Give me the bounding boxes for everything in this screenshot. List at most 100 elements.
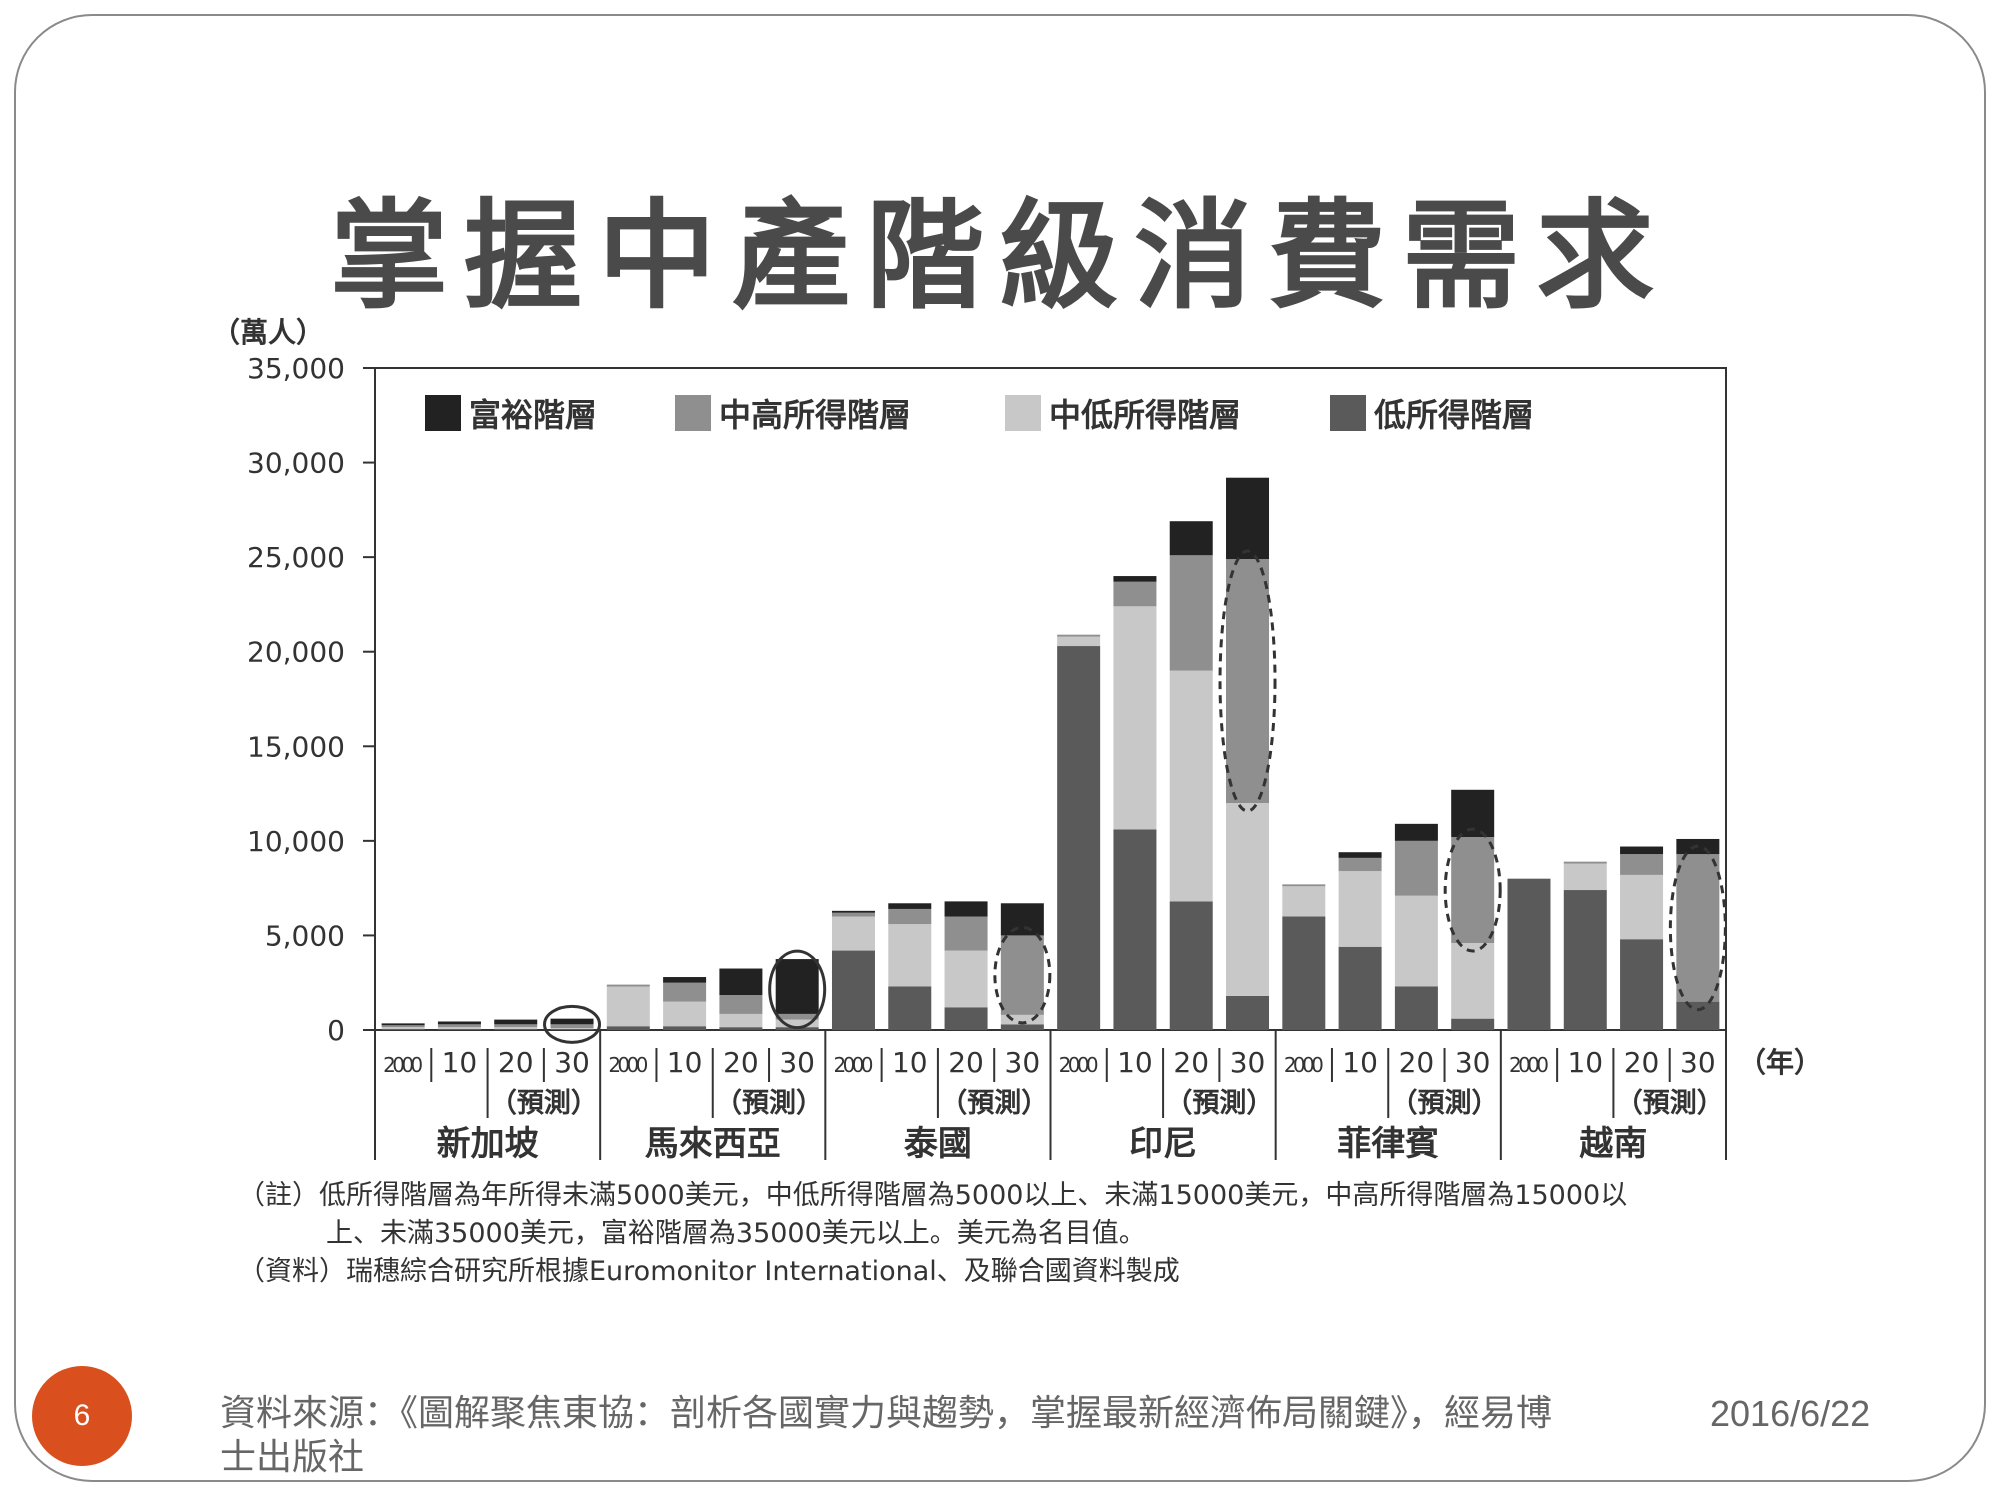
x-tick-label: 2000 — [1284, 1053, 1324, 1077]
country-label: 印尼 — [1129, 1124, 1197, 1164]
y-tick-label: 25,000 — [247, 541, 345, 574]
y-tick-label: 10,000 — [247, 825, 345, 858]
bar-segment — [719, 995, 763, 1014]
bar-segment — [888, 908, 932, 925]
bar-segment — [1169, 901, 1213, 1030]
country-label: 馬來西亞 — [645, 1124, 781, 1164]
bar-segment — [1451, 942, 1495, 1019]
legend-swatch — [1005, 395, 1041, 431]
country-label: 泰國 — [904, 1124, 972, 1164]
bar-segment — [550, 1024, 594, 1029]
country-label: 越南 — [1579, 1124, 1647, 1164]
bar-segment — [1451, 837, 1495, 943]
bar-segment — [1226, 803, 1270, 996]
x-tick-label: 20 — [1399, 1046, 1435, 1079]
bar-segment — [1226, 995, 1270, 1030]
source-line-1: 資料來源：《圖解聚焦東協：剖析各國實力與趨勢，掌握最新經濟佈局關鍵》，經易博 — [220, 1393, 1553, 1434]
x-tick-label: 2000 — [608, 1053, 648, 1077]
bar-segment — [888, 986, 932, 1030]
bar-segment — [1169, 521, 1213, 556]
bar-segment — [1451, 1018, 1495, 1030]
bar-segment — [775, 1019, 819, 1028]
note-line-2: 上、未滿35000美元，富裕階層為35000美元以上。美元為名目值。 — [326, 1218, 1146, 1249]
bar-segment — [1169, 670, 1213, 902]
bar-segment — [663, 1001, 707, 1027]
bar-segment — [1338, 871, 1382, 947]
legend-label: 低所得階層 — [1374, 396, 1534, 434]
forecast-label: （預測） — [490, 1088, 598, 1119]
legend-label: 中低所得階層 — [1049, 396, 1241, 434]
x-tick-label: 20 — [1173, 1046, 1209, 1079]
bar-segment — [831, 912, 875, 917]
bar-segment — [1113, 576, 1157, 582]
x-tick-label: 2000 — [383, 1053, 423, 1077]
slide-title: 掌握中產階級消費需求 — [329, 186, 1670, 325]
bar-segment — [775, 1013, 819, 1020]
note-line-1: （註）低所得階層為年所得未滿5000美元，中低所得階層為5000以上、未滿150… — [238, 1180, 1628, 1211]
legend-swatch — [425, 395, 461, 431]
bar-segment — [1338, 857, 1382, 872]
bar-segment — [1000, 1014, 1044, 1025]
bar-segment — [437, 1021, 481, 1025]
source-citation: 資料來源：《圖解聚焦東協：剖析各國實力與趨勢，掌握最新經濟佈局關鍵》，經易博 士… — [220, 1392, 1920, 1480]
bar-segment — [1057, 646, 1101, 1030]
page-number: 6 — [73, 1399, 91, 1432]
bar-segment — [831, 916, 875, 951]
bar-segment — [1620, 854, 1664, 875]
bar-segment — [944, 916, 988, 951]
forecast-label: （預測） — [1165, 1088, 1273, 1119]
bar-segment — [944, 1007, 988, 1030]
bar-segment — [1563, 861, 1607, 864]
bar-segment — [1620, 846, 1664, 855]
bar-segment — [381, 1029, 425, 1030]
bar-segment — [944, 950, 988, 1008]
bar-segment — [775, 959, 819, 1014]
highlight-ellipse — [1668, 844, 1727, 1012]
bar-segment — [944, 901, 988, 917]
bar-segment — [663, 982, 707, 1002]
x-tick-label: 30 — [1680, 1046, 1716, 1079]
y-tick-label: 20,000 — [247, 636, 345, 669]
x-tick-label: 30 — [1005, 1046, 1041, 1079]
bar-segment — [550, 1028, 594, 1030]
bar-segment — [1394, 895, 1438, 987]
bar-segment — [381, 1023, 425, 1026]
x-tick-label: 20 — [723, 1046, 759, 1079]
forecast-label: （預測） — [1391, 1088, 1499, 1119]
x-tick-label: 10 — [442, 1046, 478, 1079]
source-line-2: 士出版社 — [220, 1437, 365, 1478]
y-tick-label: 5,000 — [265, 919, 345, 952]
highlight-ellipse — [1218, 549, 1277, 813]
bar-segment — [1620, 939, 1664, 1030]
bar-segment — [550, 1018, 594, 1025]
bar-segment — [606, 986, 650, 1027]
bar-segment — [1226, 559, 1270, 804]
bar-segment — [831, 950, 875, 1030]
bar-segment — [1563, 863, 1607, 891]
x-axis-label: （年） — [1738, 1046, 1822, 1079]
bar-segment — [663, 1026, 707, 1030]
bar-segment — [437, 1024, 481, 1028]
bar-segment — [888, 924, 932, 987]
bar-segment — [1394, 986, 1438, 1030]
bar-segment — [1676, 1001, 1720, 1030]
bar-segment — [1282, 884, 1326, 887]
x-tick-label: 10 — [1117, 1046, 1153, 1079]
page-number-badge: 6 — [32, 1366, 132, 1466]
bar-segment — [381, 1027, 425, 1030]
x-tick-label: 2000 — [833, 1053, 873, 1077]
legend-label: 富裕階層 — [469, 396, 597, 434]
bar-segment — [1507, 878, 1551, 1030]
bar-segment — [1169, 555, 1213, 671]
bar-segment — [606, 1026, 650, 1030]
bar-segment — [1563, 890, 1607, 1030]
y-tick-label: 30,000 — [247, 447, 345, 480]
y-tick-label: 15,000 — [247, 730, 345, 763]
country-label: 新加坡 — [437, 1124, 539, 1164]
x-tick-label: 10 — [892, 1046, 928, 1079]
bar-segment — [1282, 916, 1326, 1030]
highlight-ellipse — [543, 1004, 602, 1044]
highlight-ellipse — [1443, 827, 1502, 953]
